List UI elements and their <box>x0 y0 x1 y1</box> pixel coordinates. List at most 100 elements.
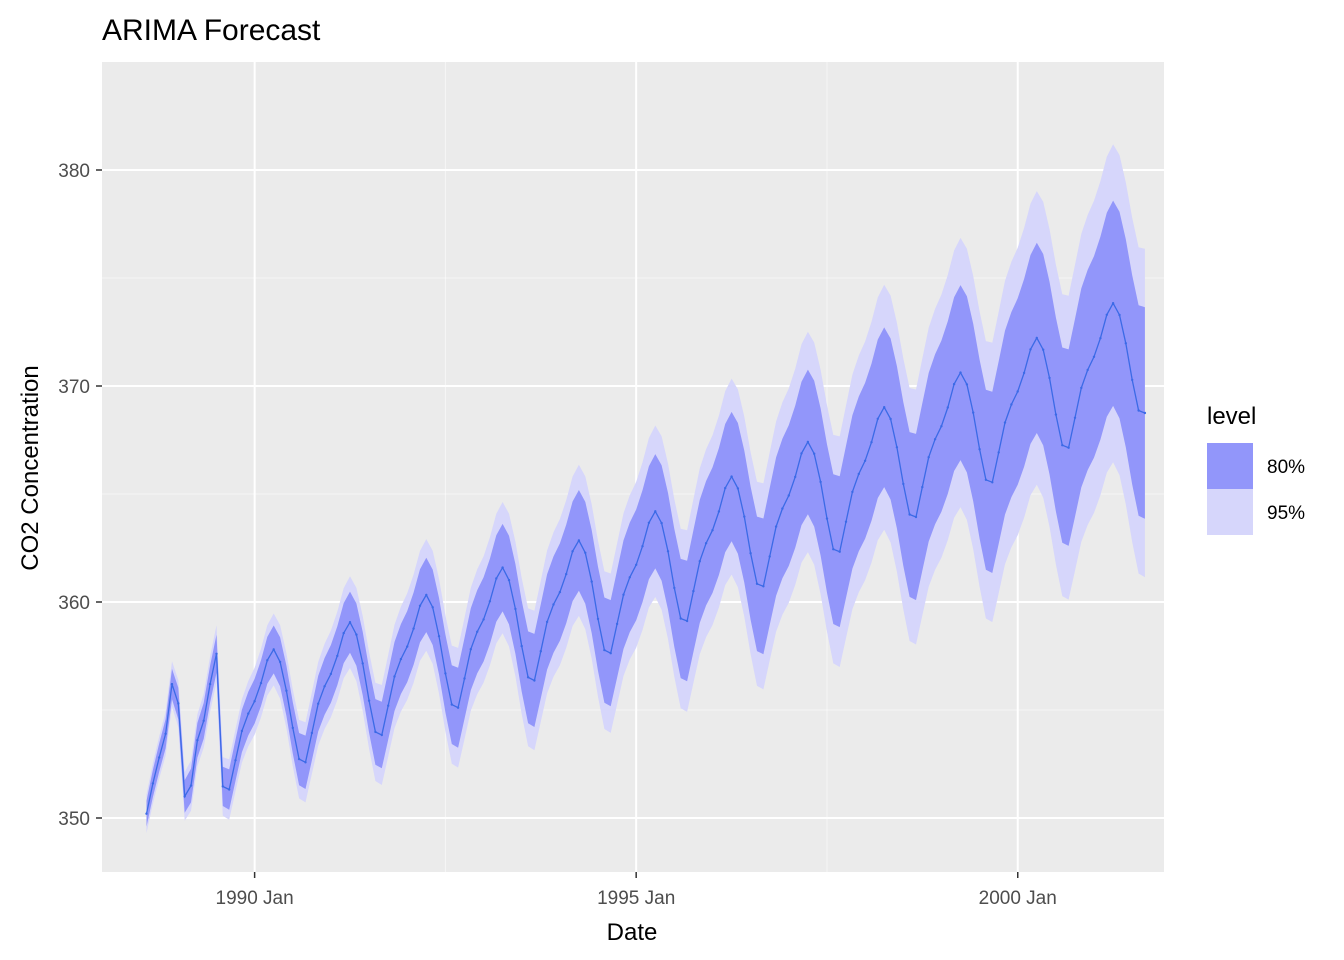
forecast-point <box>685 619 689 623</box>
y-tick-label: 370 <box>58 377 90 398</box>
forecast-point <box>851 490 854 494</box>
forecast-point <box>196 739 199 742</box>
forecast-point <box>463 677 466 680</box>
forecast-point <box>1143 411 1147 415</box>
forecast-line <box>145 301 1146 814</box>
legend-label-95: 95% <box>1267 503 1305 524</box>
forecast-point <box>863 459 867 462</box>
forecast-point <box>393 675 396 678</box>
forecast-point <box>952 382 956 386</box>
forecast-point <box>488 600 492 603</box>
forecast-point <box>1067 446 1070 449</box>
forecast-point <box>902 482 905 486</box>
forecast-point <box>914 515 918 519</box>
forecast-point <box>437 635 441 638</box>
forecast-point <box>965 383 969 386</box>
forecast-point <box>984 478 988 481</box>
forecast-point <box>1118 313 1121 317</box>
forecast-point <box>615 622 619 626</box>
forecast-point <box>628 576 631 579</box>
forecast-point <box>806 440 810 444</box>
forecast-point <box>158 756 161 759</box>
forecast-point <box>145 812 148 815</box>
x-tick-label: 1995 Jan <box>597 888 675 909</box>
forecast-point <box>501 566 504 569</box>
forecast-point <box>520 644 523 648</box>
forecast-point <box>978 448 981 451</box>
forecast-point <box>577 539 581 542</box>
forecast-point <box>234 759 237 762</box>
forecast-point <box>991 481 994 484</box>
forecast-point <box>259 681 263 685</box>
forecast-point <box>743 515 746 518</box>
x-tick-label: 2000 Jan <box>979 888 1057 909</box>
chart-title: ARIMA Forecast <box>102 14 321 47</box>
forecast-point <box>857 472 860 476</box>
forecast-point <box>749 552 752 555</box>
forecast-point <box>348 621 352 624</box>
forecast-point <box>1086 368 1089 372</box>
forecast-point <box>730 475 733 478</box>
forecast-point <box>1029 348 1032 351</box>
forecast-point <box>717 510 721 513</box>
forecast-point <box>660 521 663 525</box>
forecast-point <box>972 411 975 414</box>
forecast-point <box>202 719 205 722</box>
forecast-point <box>889 417 892 421</box>
legend-swatch-80 <box>1207 443 1253 489</box>
forecast-point <box>380 733 383 737</box>
forecast-point <box>603 648 606 652</box>
forecast-point <box>666 550 670 553</box>
x-axis-title: Date <box>607 919 658 946</box>
forecast-point <box>940 425 943 428</box>
forecast-point <box>399 657 403 661</box>
forecast-point <box>800 452 803 455</box>
forecast-point <box>844 520 848 523</box>
forecast-point <box>1099 337 1102 340</box>
forecast-point <box>635 563 638 566</box>
legend: level 80% 95% <box>1207 403 1305 535</box>
forecast-point <box>590 580 593 583</box>
forecast-point <box>1105 313 1109 316</box>
legend-label-80: 80% <box>1267 457 1305 478</box>
forecast-point <box>533 679 536 682</box>
forecast-point <box>1073 416 1077 419</box>
forecast-point <box>240 729 244 733</box>
forecast-point <box>883 406 886 409</box>
forecast-point <box>1054 413 1058 416</box>
forecast-point <box>450 703 453 706</box>
forecast-point <box>164 732 167 735</box>
forecast-point <box>1035 336 1039 340</box>
forecast-point <box>679 617 682 620</box>
forecast-point <box>813 452 816 455</box>
forecast-point <box>825 517 829 520</box>
forecast-point <box>514 607 517 611</box>
forecast-point <box>425 593 428 597</box>
forecast-point <box>654 510 657 513</box>
band-80-series <box>146 200 1145 827</box>
forecast-point <box>787 494 790 497</box>
forecast-point <box>755 582 759 585</box>
forecast-point <box>304 761 307 764</box>
forecast-point <box>336 654 339 658</box>
forecast-point <box>1003 421 1007 424</box>
forecast-point <box>208 682 212 686</box>
y-axis: 350 360 370 380 <box>58 161 102 830</box>
forecast-point <box>1080 386 1083 390</box>
forecast-point <box>673 586 676 590</box>
forecast-point <box>482 618 485 621</box>
forecast-point <box>768 555 771 558</box>
forecast-point <box>456 706 460 709</box>
forecast-point <box>272 648 275 651</box>
forecast-point <box>609 652 612 655</box>
forecast-point <box>444 672 447 675</box>
forecast-point <box>1137 409 1140 412</box>
forecast-point <box>418 604 422 607</box>
forecast-point <box>997 451 1000 454</box>
forecast-point <box>310 731 314 735</box>
forecast-point <box>692 589 695 593</box>
forecast-point <box>278 660 282 664</box>
forecast-point <box>876 417 879 420</box>
forecast-point <box>774 525 778 528</box>
forecast-point <box>215 652 218 655</box>
